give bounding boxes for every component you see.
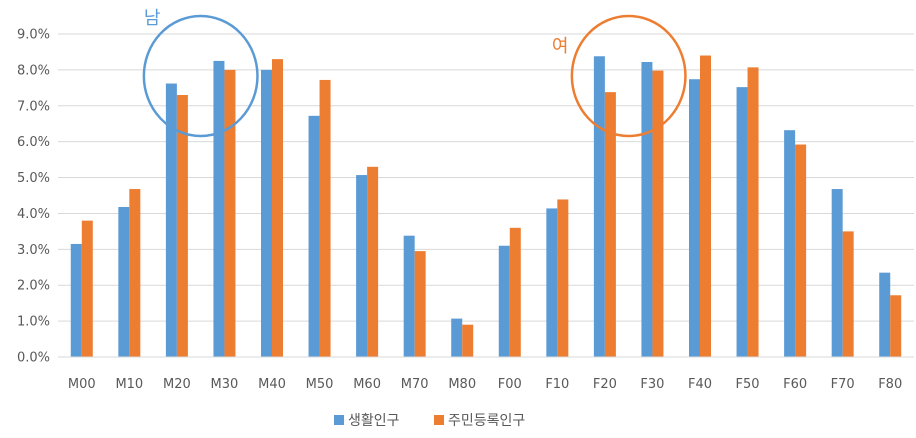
bar-M50-series-1 — [308, 115, 320, 358]
bar-M80-series-2 — [462, 324, 474, 357]
bar-M70-series-1 — [403, 235, 415, 357]
bar-F50-series-2 — [747, 67, 759, 358]
bar-M00-series-1 — [70, 243, 82, 357]
x-tick-label: M50 — [306, 377, 334, 392]
bar-M40-series-2 — [272, 59, 283, 357]
x-tick-label: M70 — [401, 377, 429, 392]
bar-M10-series-1 — [118, 206, 130, 357]
x-tick-label: M00 — [68, 377, 96, 392]
gridlines — [58, 33, 914, 322]
x-tick-label: F70 — [831, 377, 855, 392]
x-tick-label: F20 — [593, 377, 617, 392]
bar-F10-series-1 — [546, 208, 558, 357]
y-tick-label: 7.0% — [17, 99, 50, 114]
x-tick-label: F30 — [640, 377, 664, 392]
bar-F20-series-1 — [593, 56, 605, 358]
y-tick-label: 1.0% — [17, 315, 50, 330]
bar-F50-series-1 — [736, 87, 748, 358]
bar-M30-series-1 — [213, 60, 225, 358]
y-tick-label: 5.0% — [17, 171, 50, 186]
y-tick-label: 6.0% — [17, 135, 50, 150]
bar-M00-series-2 — [81, 220, 93, 357]
legend-label: 생활인구 — [348, 413, 400, 429]
x-tick-label: M20 — [163, 377, 191, 392]
x-tick-label: F10 — [545, 377, 569, 392]
y-axis-ticks: 0.0% 1.0% 2.0% 3.0% 4.0% 5.0% 6.0% 7.0% 8.0% 9.0% — [17, 28, 50, 366]
annotations: 남여 — [142, 8, 687, 138]
bar-F70-series-2 — [842, 231, 854, 357]
x-tick-label: M80 — [448, 377, 476, 392]
annotation-label: 여 — [552, 36, 569, 57]
bar-M30-series-2 — [224, 69, 236, 357]
bar-F70-series-1 — [831, 189, 843, 357]
x-tick-label: F60 — [783, 377, 807, 392]
bar-F60-series-2 — [795, 144, 807, 357]
bar-F80-series-1 — [879, 272, 891, 357]
y-tick-label: 9.0% — [17, 28, 50, 43]
y-tick-label: 8.0% — [17, 63, 50, 78]
bar-F20-series-2 — [604, 92, 616, 357]
x-tick-label: F00 — [498, 377, 522, 392]
bar-F80-series-2 — [890, 295, 902, 357]
bar-M20-series-2 — [176, 95, 188, 357]
x-tick-label: M10 — [115, 377, 143, 392]
annotation-ellipse — [570, 14, 687, 138]
bar-M60-series-2 — [367, 166, 379, 357]
bar-M40-series-1 — [261, 69, 272, 357]
bar-F30-series-1 — [641, 61, 653, 357]
x-tick-label: F40 — [688, 377, 712, 392]
bar-F60-series-1 — [784, 130, 796, 357]
bar-F30-series-2 — [652, 70, 664, 358]
bar-M70-series-2 — [414, 251, 426, 357]
y-tick-label: 3.0% — [17, 243, 50, 258]
legend-label: 주민등록인구 — [448, 413, 525, 429]
bar-M80-series-1 — [451, 318, 463, 357]
annotation-ellipse — [142, 14, 259, 138]
x-tick-label: M60 — [353, 377, 381, 392]
x-tick-label: F50 — [736, 377, 760, 392]
x-tick-label: M40 — [258, 377, 286, 392]
x-tick-label: F80 — [878, 377, 902, 392]
x-axis-ticks: M00 M10 M20 M30 M40 M50 M60 M70 M80 F00 F10 F20 F30 F… — [68, 377, 902, 392]
bar-F00-series-1 — [498, 245, 510, 357]
bar-F10-series-2 — [557, 199, 569, 357]
legend: 생활인구 주민등록인구 — [334, 413, 525, 429]
bar-F00-series-2 — [509, 227, 521, 357]
x-tick-label: M30 — [211, 377, 239, 392]
legend-swatch — [434, 415, 444, 425]
bar-F40-series-2 — [700, 55, 711, 358]
bar-M60-series-1 — [356, 175, 368, 357]
annotation-label: 남 — [144, 8, 161, 29]
y-tick-label: 4.0% — [17, 207, 50, 222]
y-tick-label: 0.0% — [17, 351, 50, 366]
bar-F40-series-1 — [689, 79, 700, 357]
bar-M20-series-1 — [165, 83, 177, 357]
bar-M50-series-2 — [319, 79, 331, 357]
bar-M10-series-2 — [129, 189, 141, 357]
legend-swatch — [334, 415, 344, 425]
y-tick-label: 2.0% — [17, 279, 50, 294]
bars — [70, 55, 902, 358]
